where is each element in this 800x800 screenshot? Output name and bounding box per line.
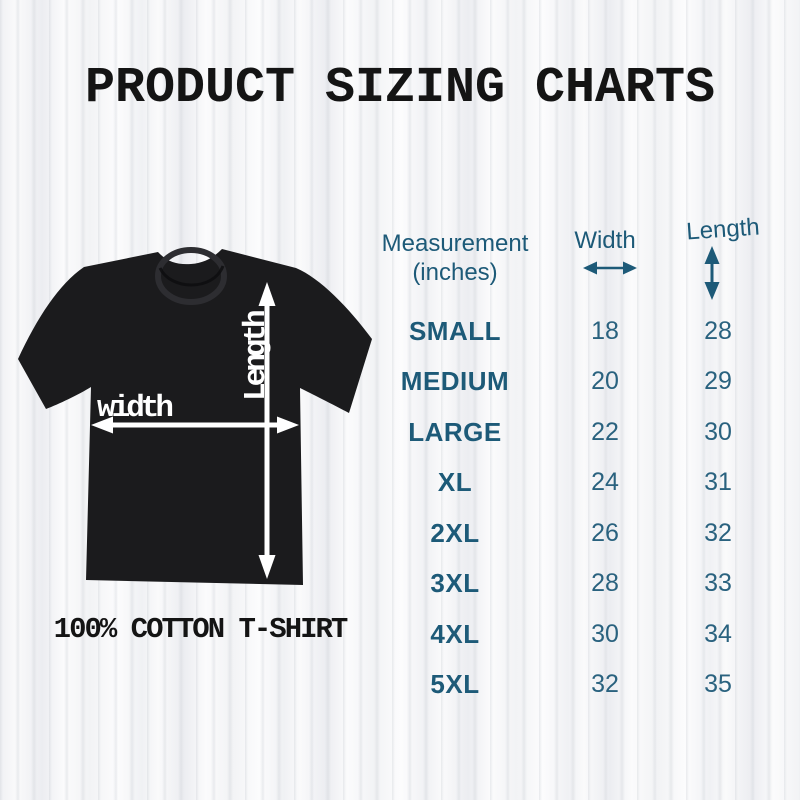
width-arrow — [91, 416, 299, 434]
length-cell: 30 — [704, 417, 732, 446]
table-row: LARGE 22 30 — [360, 407, 784, 458]
width-cell: 26 — [591, 518, 619, 547]
table-row: 5XL 32 35 — [360, 660, 784, 711]
product-caption: 100% COTTON T-SHIRT — [53, 613, 349, 646]
size-cell: MEDIUM — [400, 366, 510, 397]
vertical-double-arrow-icon — [702, 244, 722, 307]
table-row: 4XL 30 34 — [360, 609, 784, 660]
measurement-label-line1: Measurement — [381, 230, 529, 257]
collar-detail — [155, 247, 227, 305]
width-arrow-label: width — [97, 391, 172, 426]
horizontal-double-arrow-icon — [581, 259, 639, 282]
length-arrow — [258, 282, 276, 579]
column-header-width: Width — [574, 227, 636, 254]
width-cell: 20 — [591, 367, 619, 396]
length-cell: 34 — [704, 619, 732, 648]
size-cell: 3XL — [430, 568, 480, 599]
table-row: 3XL 28 33 — [360, 559, 784, 610]
width-cell: 24 — [591, 468, 619, 497]
width-cell: 22 — [591, 417, 619, 446]
width-cell: 32 — [591, 670, 619, 699]
table-row: 2XL 26 32 — [360, 508, 784, 559]
length-cell: 32 — [704, 518, 732, 547]
length-cell: 33 — [704, 569, 732, 598]
size-cell: 5XL — [430, 669, 480, 700]
size-cell: SMALL — [408, 315, 502, 346]
tshirt-diagram: width Length — [18, 247, 372, 585]
page-title: PRODUCT SIZING CHARTS — [84, 60, 716, 117]
size-cell: 4XL — [430, 618, 480, 649]
width-cell: 18 — [591, 316, 619, 345]
table-row: XL 24 31 — [360, 458, 784, 509]
tshirt-figure: width Length — [15, 238, 375, 602]
column-header-measurement: Measurement (inches) — [365, 229, 545, 287]
column-header-length: Length — [685, 213, 761, 246]
table-row: MEDIUM 20 29 — [360, 357, 784, 408]
size-table: SMALL 18 28 MEDIUM 20 29 LARGE 22 30 XL 24 31 2XL 26 3… — [360, 306, 784, 710]
length-arrow-label: Length — [239, 311, 274, 401]
collar-shadow — [158, 265, 225, 287]
length-cell: 31 — [704, 468, 732, 497]
length-cell: 28 — [704, 316, 732, 345]
size-cell: XL — [437, 467, 473, 498]
length-cell: 35 — [704, 670, 732, 699]
width-cell: 30 — [591, 619, 619, 648]
table-row: SMALL 18 28 — [360, 306, 784, 357]
length-cell: 29 — [704, 367, 732, 396]
size-cell: LARGE — [408, 416, 502, 447]
tshirt-silhouette — [18, 249, 372, 585]
size-cell: 2XL — [430, 517, 480, 548]
width-cell: 28 — [591, 569, 619, 598]
measurement-label-line2: (inches) — [412, 259, 498, 286]
